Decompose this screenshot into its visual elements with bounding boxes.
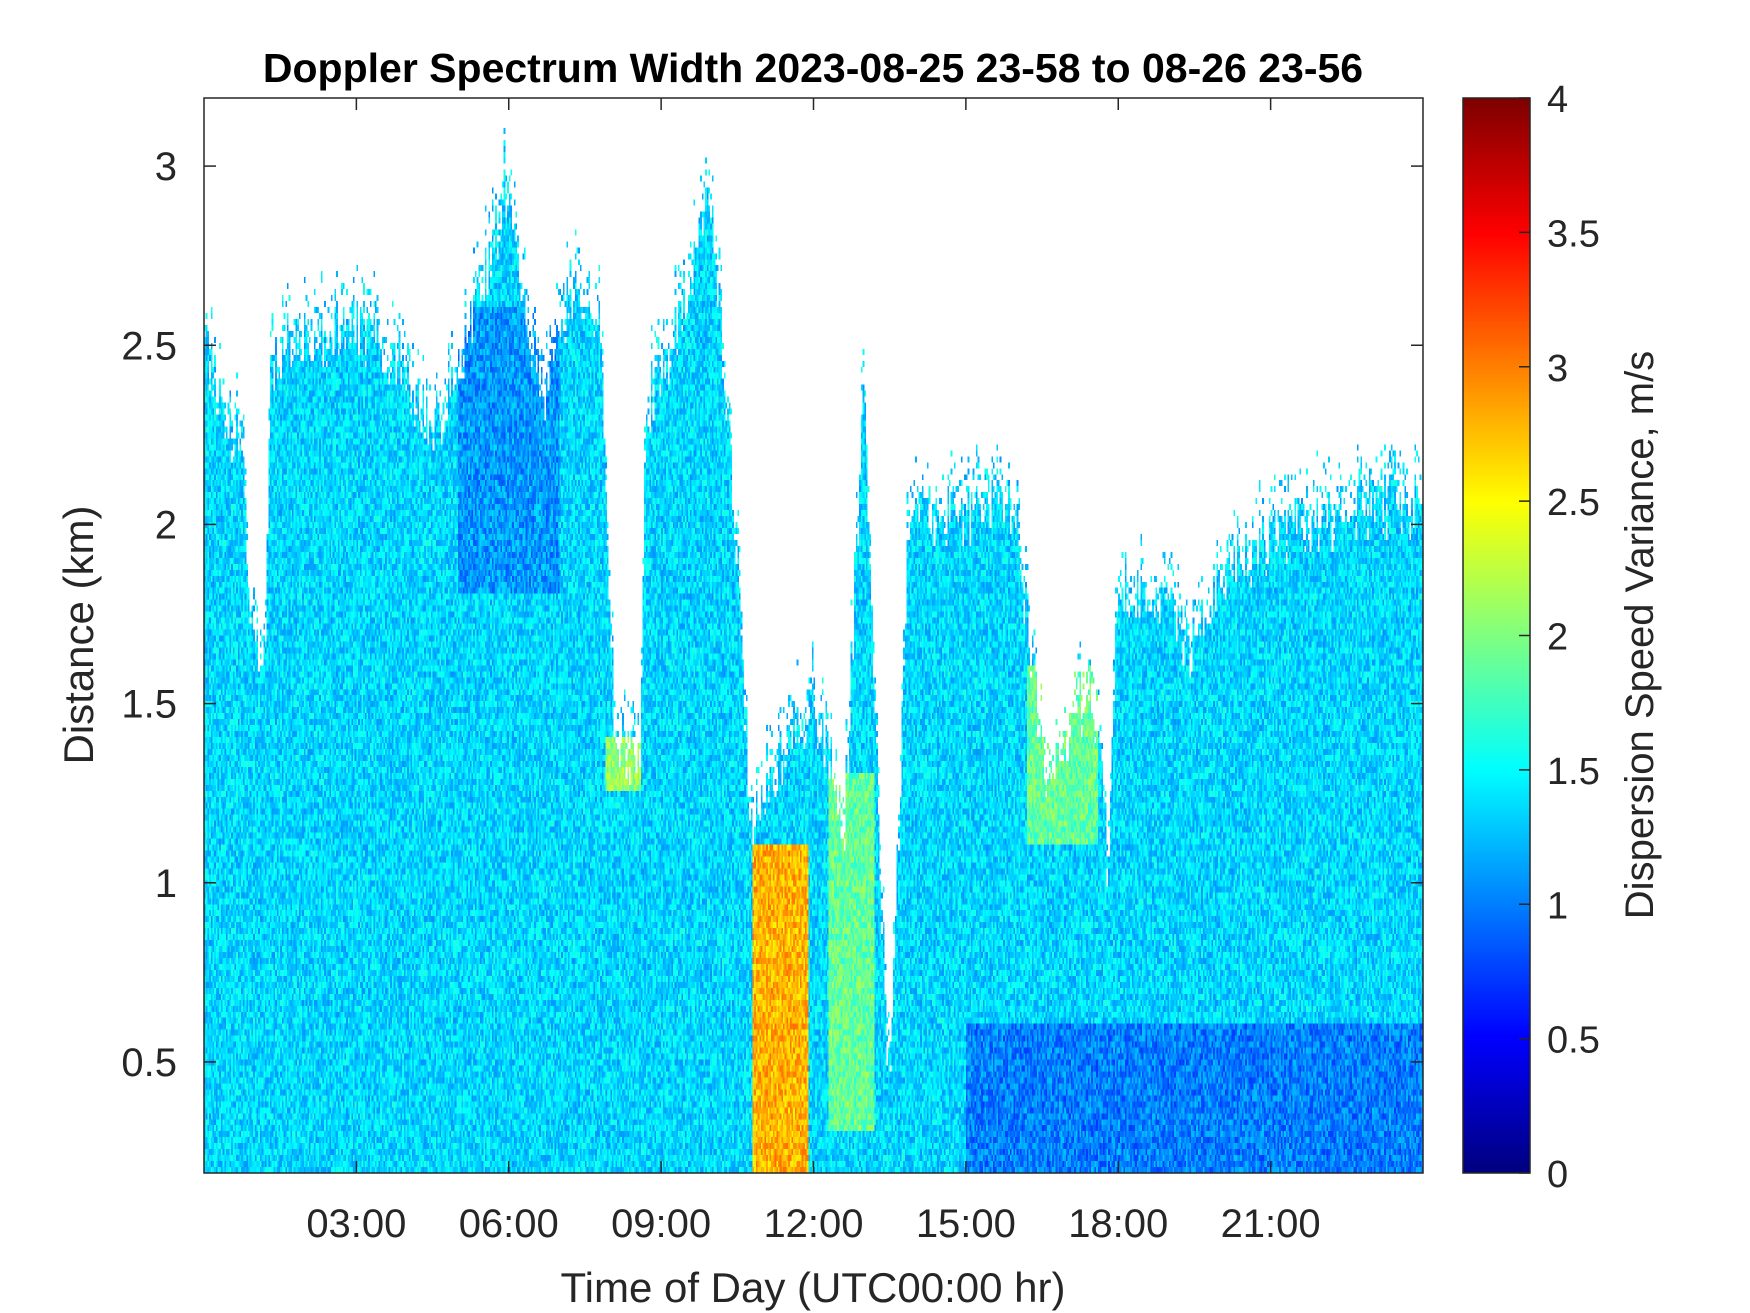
colorbar-label: Dispersion Speed Variance, m/s <box>1618 351 1662 919</box>
colorbar-tick-label: 4 <box>1547 79 1568 121</box>
x-tick-label: 21:00 <box>1221 1202 1321 1246</box>
x-tick-label: 09:00 <box>611 1202 711 1246</box>
chart-title: Doppler Spectrum Width 2023-08-25 23-58 … <box>263 45 1363 91</box>
colorbar-tick-label: 0 <box>1547 1154 1568 1196</box>
y-tick-label: 2 <box>155 503 177 547</box>
colorbar-tick-label: 3 <box>1547 348 1568 390</box>
x-tick-label: 15:00 <box>916 1202 1016 1246</box>
colorbar-ticks: 0 0.5 1 1.5 2 2.5 3 3.5 4 <box>1519 79 1600 1196</box>
y-tick-label: 2.5 <box>121 324 177 368</box>
y-tick-label: 1.5 <box>121 683 177 727</box>
y-tick-label: 3 <box>155 145 177 189</box>
x-tick-label: 03:00 <box>306 1202 406 1246</box>
x-tick-label: 06:00 <box>459 1202 559 1246</box>
heatmap-image <box>204 98 1423 1173</box>
y-tick-label: 1 <box>155 862 177 906</box>
x-axis-ticks: 03:00 06:00 09:00 12:00 15:00 18:00 21:00 <box>306 98 1321 1246</box>
colorbar-tick-label: 2 <box>1547 617 1568 659</box>
colorbar <box>1462 97 1531 1174</box>
colorbar-tick-label: 2.5 <box>1547 482 1600 524</box>
colorbar-tick-label: 1 <box>1547 885 1568 927</box>
colorbar-tick-label: 0.5 <box>1547 1020 1600 1062</box>
y-tick-label: 0.5 <box>121 1041 177 1085</box>
x-axis-label: Time of Day (UTC00:00 hr) <box>561 1264 1066 1311</box>
colorbar-gradient <box>1463 98 1530 1173</box>
colorbar-tick-label: 1.5 <box>1547 751 1600 793</box>
y-axis-label: Distance (km) <box>55 505 102 764</box>
plot-area <box>203 97 1424 1174</box>
y-axis-ticks: 0.5 1 1.5 2 2.5 3 <box>121 145 1423 1085</box>
x-tick-label: 18:00 <box>1068 1202 1168 1246</box>
x-tick-label: 12:00 <box>763 1202 863 1246</box>
colorbar-tick-label: 3.5 <box>1547 213 1600 255</box>
